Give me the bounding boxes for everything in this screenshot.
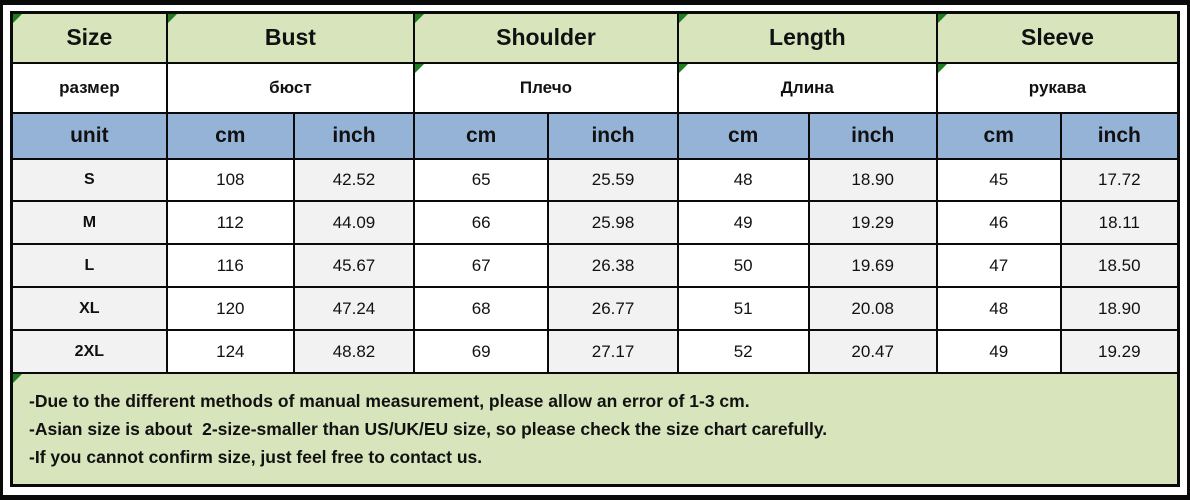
cell-length-cm: 49: [676, 200, 810, 246]
table-row: 2XL 124 48.82 69 27.17 52 20.47 49 19.29: [10, 329, 1180, 374]
notes-row: -Due to the different methods of manual …: [10, 372, 1180, 487]
header-cell-bust-ru: бюст: [165, 61, 416, 114]
cell-size: S: [10, 157, 168, 203]
header-cell-shoulder: Shoulder: [413, 11, 679, 64]
cell-length-cm: 51: [676, 286, 810, 332]
note-line-2: -Asian size is about 2-size-smaller than…: [29, 419, 828, 439]
unit-cell-label: unit: [10, 111, 168, 160]
header-cell-size: Size: [10, 11, 168, 64]
unit-cell-bust-inch: inch: [292, 111, 416, 160]
unit-row: unit cm inch cm inch cm inch cm inch: [10, 111, 1180, 160]
cell-length-inch: 18.90: [807, 157, 938, 203]
unit-cell-shoulder-inch: inch: [547, 111, 679, 160]
table-row: XL 120 47.24 68 26.77 51 20.08 48 18.90: [10, 286, 1180, 332]
cell-length-inch: 19.29: [807, 200, 938, 246]
cell-length-inch: 19.69: [807, 243, 938, 289]
cell-sleeve-inch: 18.11: [1059, 200, 1180, 246]
cell-bust-cm: 116: [165, 243, 295, 289]
cell-size: L: [10, 243, 168, 289]
header-row-russian: размер бюст Плечо Длина рукава: [10, 61, 1180, 114]
cell-bust-inch: 44.09: [292, 200, 416, 246]
cell-shoulder-inch: 26.77: [547, 286, 679, 332]
cell-sleeve-cm: 48: [935, 286, 1062, 332]
unit-cell-sleeve-inch: inch: [1059, 111, 1180, 160]
unit-cell-length-inch: inch: [807, 111, 938, 160]
table-wrap: Size Bust Shoulder Length Sleeve размер …: [10, 11, 1180, 487]
cell-bust-inch: 48.82: [292, 329, 416, 374]
cell-size: XL: [10, 286, 168, 332]
cell-shoulder-inch: 25.98: [547, 200, 679, 246]
table-row: S 108 42.52 65 25.59 48 18.90 45 17.72: [10, 157, 1180, 203]
cell-sleeve-cm: 47: [935, 243, 1062, 289]
cell-shoulder-cm: 66: [413, 200, 550, 246]
cell-sleeve-cm: 45: [935, 157, 1062, 203]
cell-shoulder-cm: 65: [413, 157, 550, 203]
cell-bust-inch: 45.67: [292, 243, 416, 289]
cell-shoulder-cm: 68: [413, 286, 550, 332]
cell-length-cm: 48: [676, 157, 810, 203]
header-cell-sleeve: Sleeve: [935, 11, 1180, 64]
cell-bust-cm: 108: [165, 157, 295, 203]
cell-bust-cm: 124: [165, 329, 295, 374]
header-cell-shoulder-ru: Плечо: [413, 61, 679, 114]
cell-size: 2XL: [10, 329, 168, 374]
cell-sleeve-inch: 17.72: [1059, 157, 1180, 203]
unit-cell-bust-cm: cm: [165, 111, 295, 160]
cell-bust-inch: 47.24: [292, 286, 416, 332]
header-cell-size-ru: размер: [10, 61, 168, 114]
cell-shoulder-cm: 67: [413, 243, 550, 289]
cell-length-cm: 52: [676, 329, 810, 374]
cell-shoulder-cm: 69: [413, 329, 550, 374]
size-rows-body: S 108 42.52 65 25.59 48 18.90 45 17.72 M 112 44.09 6…: [10, 157, 1180, 374]
cell-size: M: [10, 200, 168, 246]
table-row: M 112 44.09 66 25.98 49 19.29 46 18.11: [10, 200, 1180, 246]
note-line-3: -If you cannot confirm size, just feel f…: [29, 447, 483, 467]
notes-cell: -Due to the different methods of manual …: [10, 372, 1180, 487]
header-cell-length-ru: Длина: [676, 61, 938, 114]
unit-cell-shoulder-cm: cm: [413, 111, 550, 160]
cell-shoulder-inch: 26.38: [547, 243, 679, 289]
note-line-1: -Due to the different methods of manual …: [29, 391, 750, 411]
unit-cell-sleeve-cm: cm: [935, 111, 1062, 160]
cell-sleeve-cm: 49: [935, 329, 1062, 374]
table-row: L 116 45.67 67 26.38 50 19.69 47 18.50: [10, 243, 1180, 289]
cell-bust-inch: 42.52: [292, 157, 416, 203]
cell-length-inch: 20.08: [807, 286, 938, 332]
cell-sleeve-cm: 46: [935, 200, 1062, 246]
cell-sleeve-inch: 18.90: [1059, 286, 1180, 332]
cell-length-inch: 20.47: [807, 329, 938, 374]
header-cell-bust: Bust: [165, 11, 416, 64]
cell-bust-cm: 120: [165, 286, 295, 332]
size-chart-table: Size Bust Shoulder Length Sleeve размер …: [10, 11, 1180, 487]
header-cell-sleeve-ru: рукава: [935, 61, 1180, 114]
cell-length-cm: 50: [676, 243, 810, 289]
header-cell-length: Length: [676, 11, 938, 64]
cell-sleeve-inch: 19.29: [1059, 329, 1180, 374]
cell-bust-cm: 112: [165, 200, 295, 246]
cell-shoulder-inch: 27.17: [547, 329, 679, 374]
unit-cell-length-cm: cm: [676, 111, 810, 160]
header-row-english: Size Bust Shoulder Length Sleeve: [10, 11, 1180, 64]
cell-shoulder-inch: 25.59: [547, 157, 679, 203]
cell-sleeve-inch: 18.50: [1059, 243, 1180, 289]
